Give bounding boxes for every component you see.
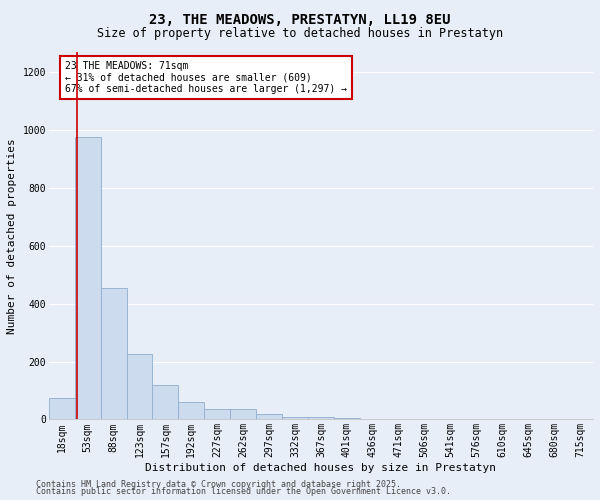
Text: 23 THE MEADOWS: 71sqm
← 31% of detached houses are smaller (609)
67% of semi-det: 23 THE MEADOWS: 71sqm ← 31% of detached … xyxy=(65,61,347,94)
Bar xyxy=(49,398,74,419)
Text: Size of property relative to detached houses in Prestatyn: Size of property relative to detached ho… xyxy=(97,28,503,40)
Text: Contains public sector information licensed under the Open Government Licence v3: Contains public sector information licen… xyxy=(36,488,451,496)
Y-axis label: Number of detached properties: Number of detached properties xyxy=(7,138,17,334)
Bar xyxy=(152,384,178,420)
Text: Contains HM Land Registry data © Crown copyright and database right 2025.: Contains HM Land Registry data © Crown c… xyxy=(36,480,401,489)
X-axis label: Distribution of detached houses by size in Prestatyn: Distribution of detached houses by size … xyxy=(145,463,496,473)
Text: 23, THE MEADOWS, PRESTATYN, LL19 8EU: 23, THE MEADOWS, PRESTATYN, LL19 8EU xyxy=(149,12,451,26)
Bar xyxy=(308,417,334,420)
Bar xyxy=(334,418,360,420)
Bar xyxy=(127,354,152,420)
Bar xyxy=(230,410,256,420)
Bar xyxy=(178,402,204,419)
Bar xyxy=(256,414,282,420)
Bar xyxy=(74,138,101,420)
Bar xyxy=(282,416,308,420)
Bar xyxy=(101,288,127,420)
Bar xyxy=(204,410,230,420)
